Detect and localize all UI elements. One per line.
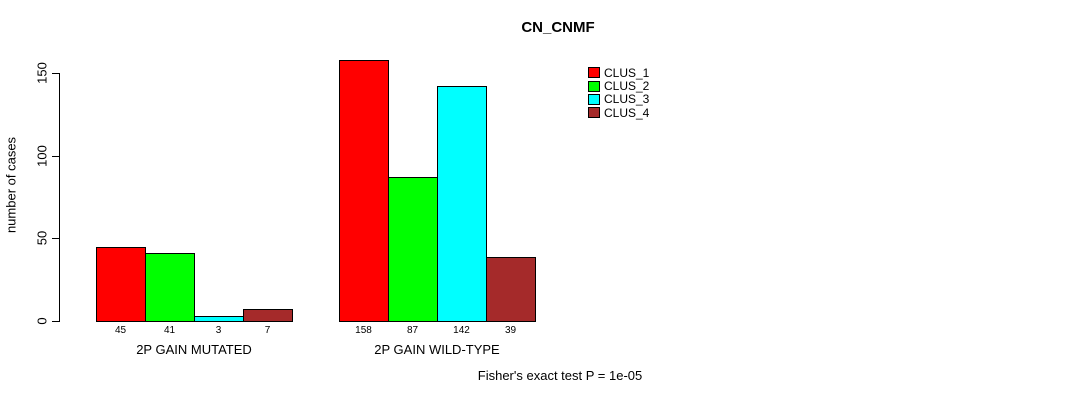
legend-label: CLUS_4 <box>604 105 650 120</box>
y-axis-tick-label: 150 <box>34 62 50 84</box>
y-axis-tick <box>52 321 59 322</box>
legend-row: CLUS_3 <box>588 92 650 107</box>
bar-value-label: 45 <box>114 325 127 336</box>
legend-row: CLUS_4 <box>588 105 650 120</box>
bar-value-label: 158 <box>355 325 372 336</box>
y-axis-tick-label: 100 <box>34 145 50 167</box>
legend-label: CLUS_1 <box>604 65 650 80</box>
y-axis-tick <box>52 156 59 157</box>
legend-swatch-icon <box>588 107 600 119</box>
bar-value-label: 87 <box>406 325 419 336</box>
legend-row: CLUS_1 <box>588 65 650 80</box>
stat-annotation: Fisher's exact test P = 1e-05 <box>477 368 643 383</box>
legend-label: CLUS_2 <box>604 79 650 94</box>
legend-swatch-icon <box>588 80 600 92</box>
legend-label: CLUS_3 <box>604 92 650 107</box>
bar-clus_2-2 <box>388 177 438 322</box>
legend-swatch-icon <box>588 67 600 79</box>
legend-row: CLUS_2 <box>588 79 650 94</box>
x-group-label: 2P GAIN MUTATED <box>136 342 252 357</box>
bar-value-label: 41 <box>163 325 176 336</box>
bar-clus_4-1 <box>243 309 293 322</box>
y-axis-tick-label: 0 <box>34 317 50 325</box>
bar-value-label: 7 <box>264 325 271 336</box>
y-axis-tick-label: 50 <box>34 230 50 246</box>
bar-clus_1-1 <box>96 247 146 322</box>
bar-value-label: 39 <box>504 325 517 336</box>
x-group-label: 2P GAIN WILD-TYPE <box>374 342 500 357</box>
y-axis-tick <box>52 73 59 74</box>
chart-title: CN_CNMF <box>521 19 595 36</box>
y-axis-label: number of cases <box>3 136 19 234</box>
bar-value-label: 142 <box>453 325 470 336</box>
legend-swatch-icon <box>588 93 600 105</box>
bar-value-label: 3 <box>215 325 222 336</box>
bar-clus_1-2 <box>339 60 389 322</box>
legend: CLUS_1 CLUS_2 CLUS_3 CLUS_4 <box>588 66 649 120</box>
y-axis-line <box>59 73 60 322</box>
bar-clus_3-1 <box>194 316 244 322</box>
y-axis-tick <box>52 238 59 239</box>
bar-clus_4-2 <box>486 257 536 322</box>
bar-clus_2-1 <box>145 253 195 322</box>
bar-clus_3-2 <box>437 86 487 322</box>
